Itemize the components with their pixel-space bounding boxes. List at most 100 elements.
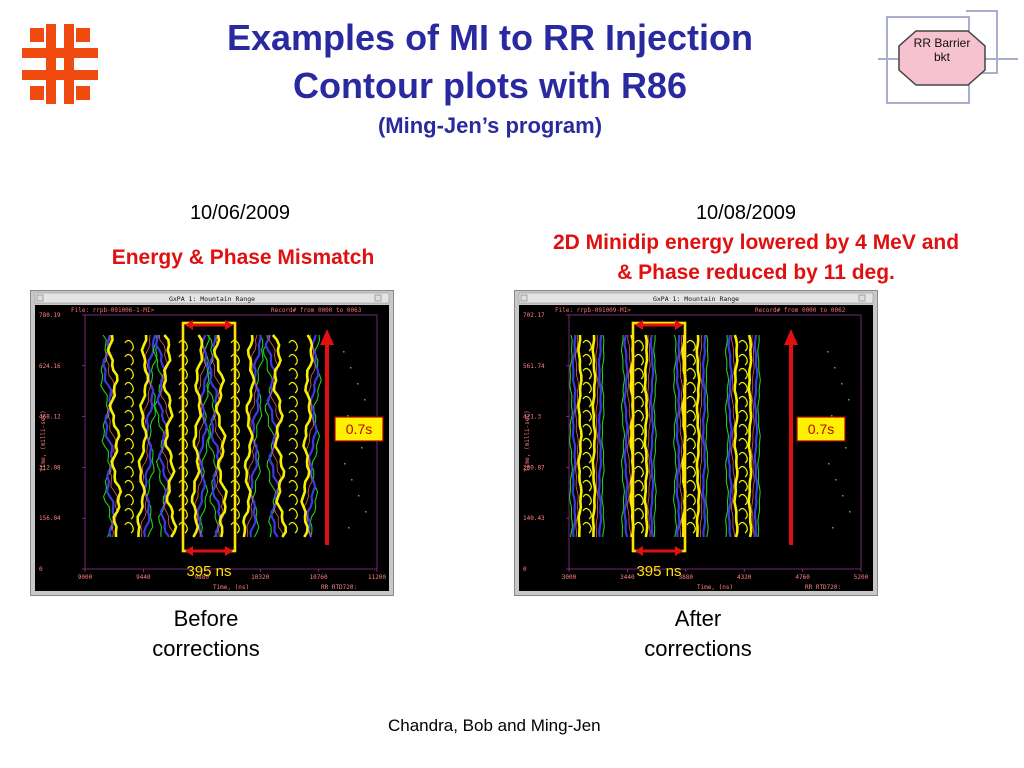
plot-axes-box	[568, 314, 862, 570]
contour-speckle	[738, 521, 748, 534]
contour-speckle	[288, 437, 298, 450]
arrowhead-right-icon	[675, 320, 683, 330]
contour-speckle	[634, 521, 644, 534]
contour-speckle	[738, 367, 748, 380]
contour-edge-left	[568, 334, 574, 538]
contour-edge-left	[730, 334, 735, 538]
noise-dot	[348, 527, 350, 529]
contour-speckle	[178, 465, 188, 478]
contour-edge-left	[162, 334, 178, 538]
span-label: 395 ns	[636, 563, 681, 580]
contour-speckle	[738, 437, 748, 450]
contour-edge-right	[597, 334, 603, 538]
contour-speckle	[230, 409, 240, 422]
x-tick-label: 9000	[78, 574, 93, 581]
x-tick-label: 4760	[795, 574, 810, 581]
contour-speckle	[582, 367, 592, 380]
contour-edge-left	[724, 334, 730, 538]
contour-speckle	[178, 521, 188, 534]
contour-speckle	[230, 507, 240, 520]
contour-speckle	[582, 437, 592, 450]
contour-speckle	[230, 353, 240, 366]
contour-speckle	[288, 353, 298, 366]
contour-speckle	[178, 451, 188, 464]
contour-speckle	[634, 507, 644, 520]
x-axis-label: Time, (ns)	[213, 584, 249, 591]
contour-edge-right	[595, 334, 599, 538]
contour-speckle	[230, 381, 240, 394]
left-note: Energy & Phase Mismatch	[111, 246, 375, 269]
noise-dot	[845, 447, 847, 449]
x-tick-label: 10760	[310, 574, 328, 581]
contour-speckle	[634, 423, 644, 436]
contour-speckle	[178, 339, 188, 352]
y-tick-label: 780.19	[39, 312, 61, 319]
contour-edge-right	[193, 334, 206, 538]
arrowhead-left-icon	[185, 320, 193, 330]
window-close-icon	[374, 294, 382, 302]
plot-footer-label: RR RTD720:	[805, 584, 841, 591]
badge-line2: bkt	[933, 50, 950, 64]
contour-speckle	[686, 521, 696, 534]
noise-dot	[842, 495, 844, 497]
y-tick-label: 624.16	[39, 363, 61, 370]
arrowhead-left-icon	[185, 546, 193, 556]
noise-dot	[832, 527, 834, 529]
contour-speckle	[686, 339, 696, 352]
contour-speckle	[686, 409, 696, 422]
contour-speckle	[124, 451, 134, 464]
contour-speckle	[230, 339, 240, 352]
contour-speckle	[738, 409, 748, 422]
x-tick-label: 9440	[136, 574, 151, 581]
noise-dot	[831, 415, 833, 417]
y-tick-label: 0	[39, 566, 43, 573]
noise-dot	[848, 399, 850, 401]
noise-dot	[347, 415, 349, 417]
contour-speckle	[124, 409, 134, 422]
contour-speckle	[582, 423, 592, 436]
contour-speckle	[124, 367, 134, 380]
contour-speckle	[686, 395, 696, 408]
contour-edge-left	[733, 334, 739, 538]
y-tick-label: 421.3	[523, 414, 541, 421]
contour-edge-left	[100, 334, 114, 538]
author-footer: Chandra, Bob and Ming-Jen	[388, 716, 601, 735]
noise-dot	[365, 511, 367, 513]
y-tick-label: 561.74	[523, 363, 545, 370]
contour-edge-right	[303, 334, 316, 538]
time-label: 0.7s	[346, 421, 372, 437]
x-tick-label: 3440	[620, 574, 635, 581]
y-axis-label: Time, (milli-sec)	[40, 410, 47, 471]
contour-speckle	[288, 493, 298, 506]
contour-speckle	[582, 507, 592, 520]
right-contour-plot: GxPA 1: Mountain Range File: rrpb-091009-…	[514, 290, 878, 596]
noise-dot	[835, 479, 837, 481]
right-date: 10/08/2009	[695, 202, 797, 224]
time-label-box	[334, 416, 384, 442]
contour-edge-right	[136, 334, 150, 538]
contour-speckle	[124, 465, 134, 478]
contour-speckle	[634, 353, 644, 366]
contour-edge-left	[264, 334, 281, 538]
contour-edge-left	[679, 334, 683, 537]
contour-edge-right	[601, 334, 605, 538]
contour-speckle	[738, 381, 748, 394]
contour-edge-right	[701, 334, 707, 538]
contour-speckle	[582, 451, 592, 464]
contour-speckle	[288, 507, 298, 520]
y-tick-label: 156.04	[39, 515, 61, 522]
contour-edge-left	[211, 334, 224, 538]
contour-speckle	[686, 423, 696, 436]
contour-speckle	[582, 465, 592, 478]
arrowhead-right-icon	[225, 546, 233, 556]
window-menu-icon	[36, 294, 44, 302]
arrowhead-left-icon	[635, 320, 643, 330]
contour-speckle	[124, 493, 134, 506]
contour-speckle	[634, 367, 644, 380]
contour-speckle	[230, 479, 240, 492]
contour-speckle	[124, 479, 134, 492]
contour-edge-left	[106, 334, 123, 538]
plot-record-label: Record# from 0000 to 0062	[755, 307, 846, 314]
right-note: 2D Minidip energy lowered by 4 MeV and &…	[496, 228, 1016, 288]
x-axis-label: Time, (ns)	[697, 584, 733, 591]
